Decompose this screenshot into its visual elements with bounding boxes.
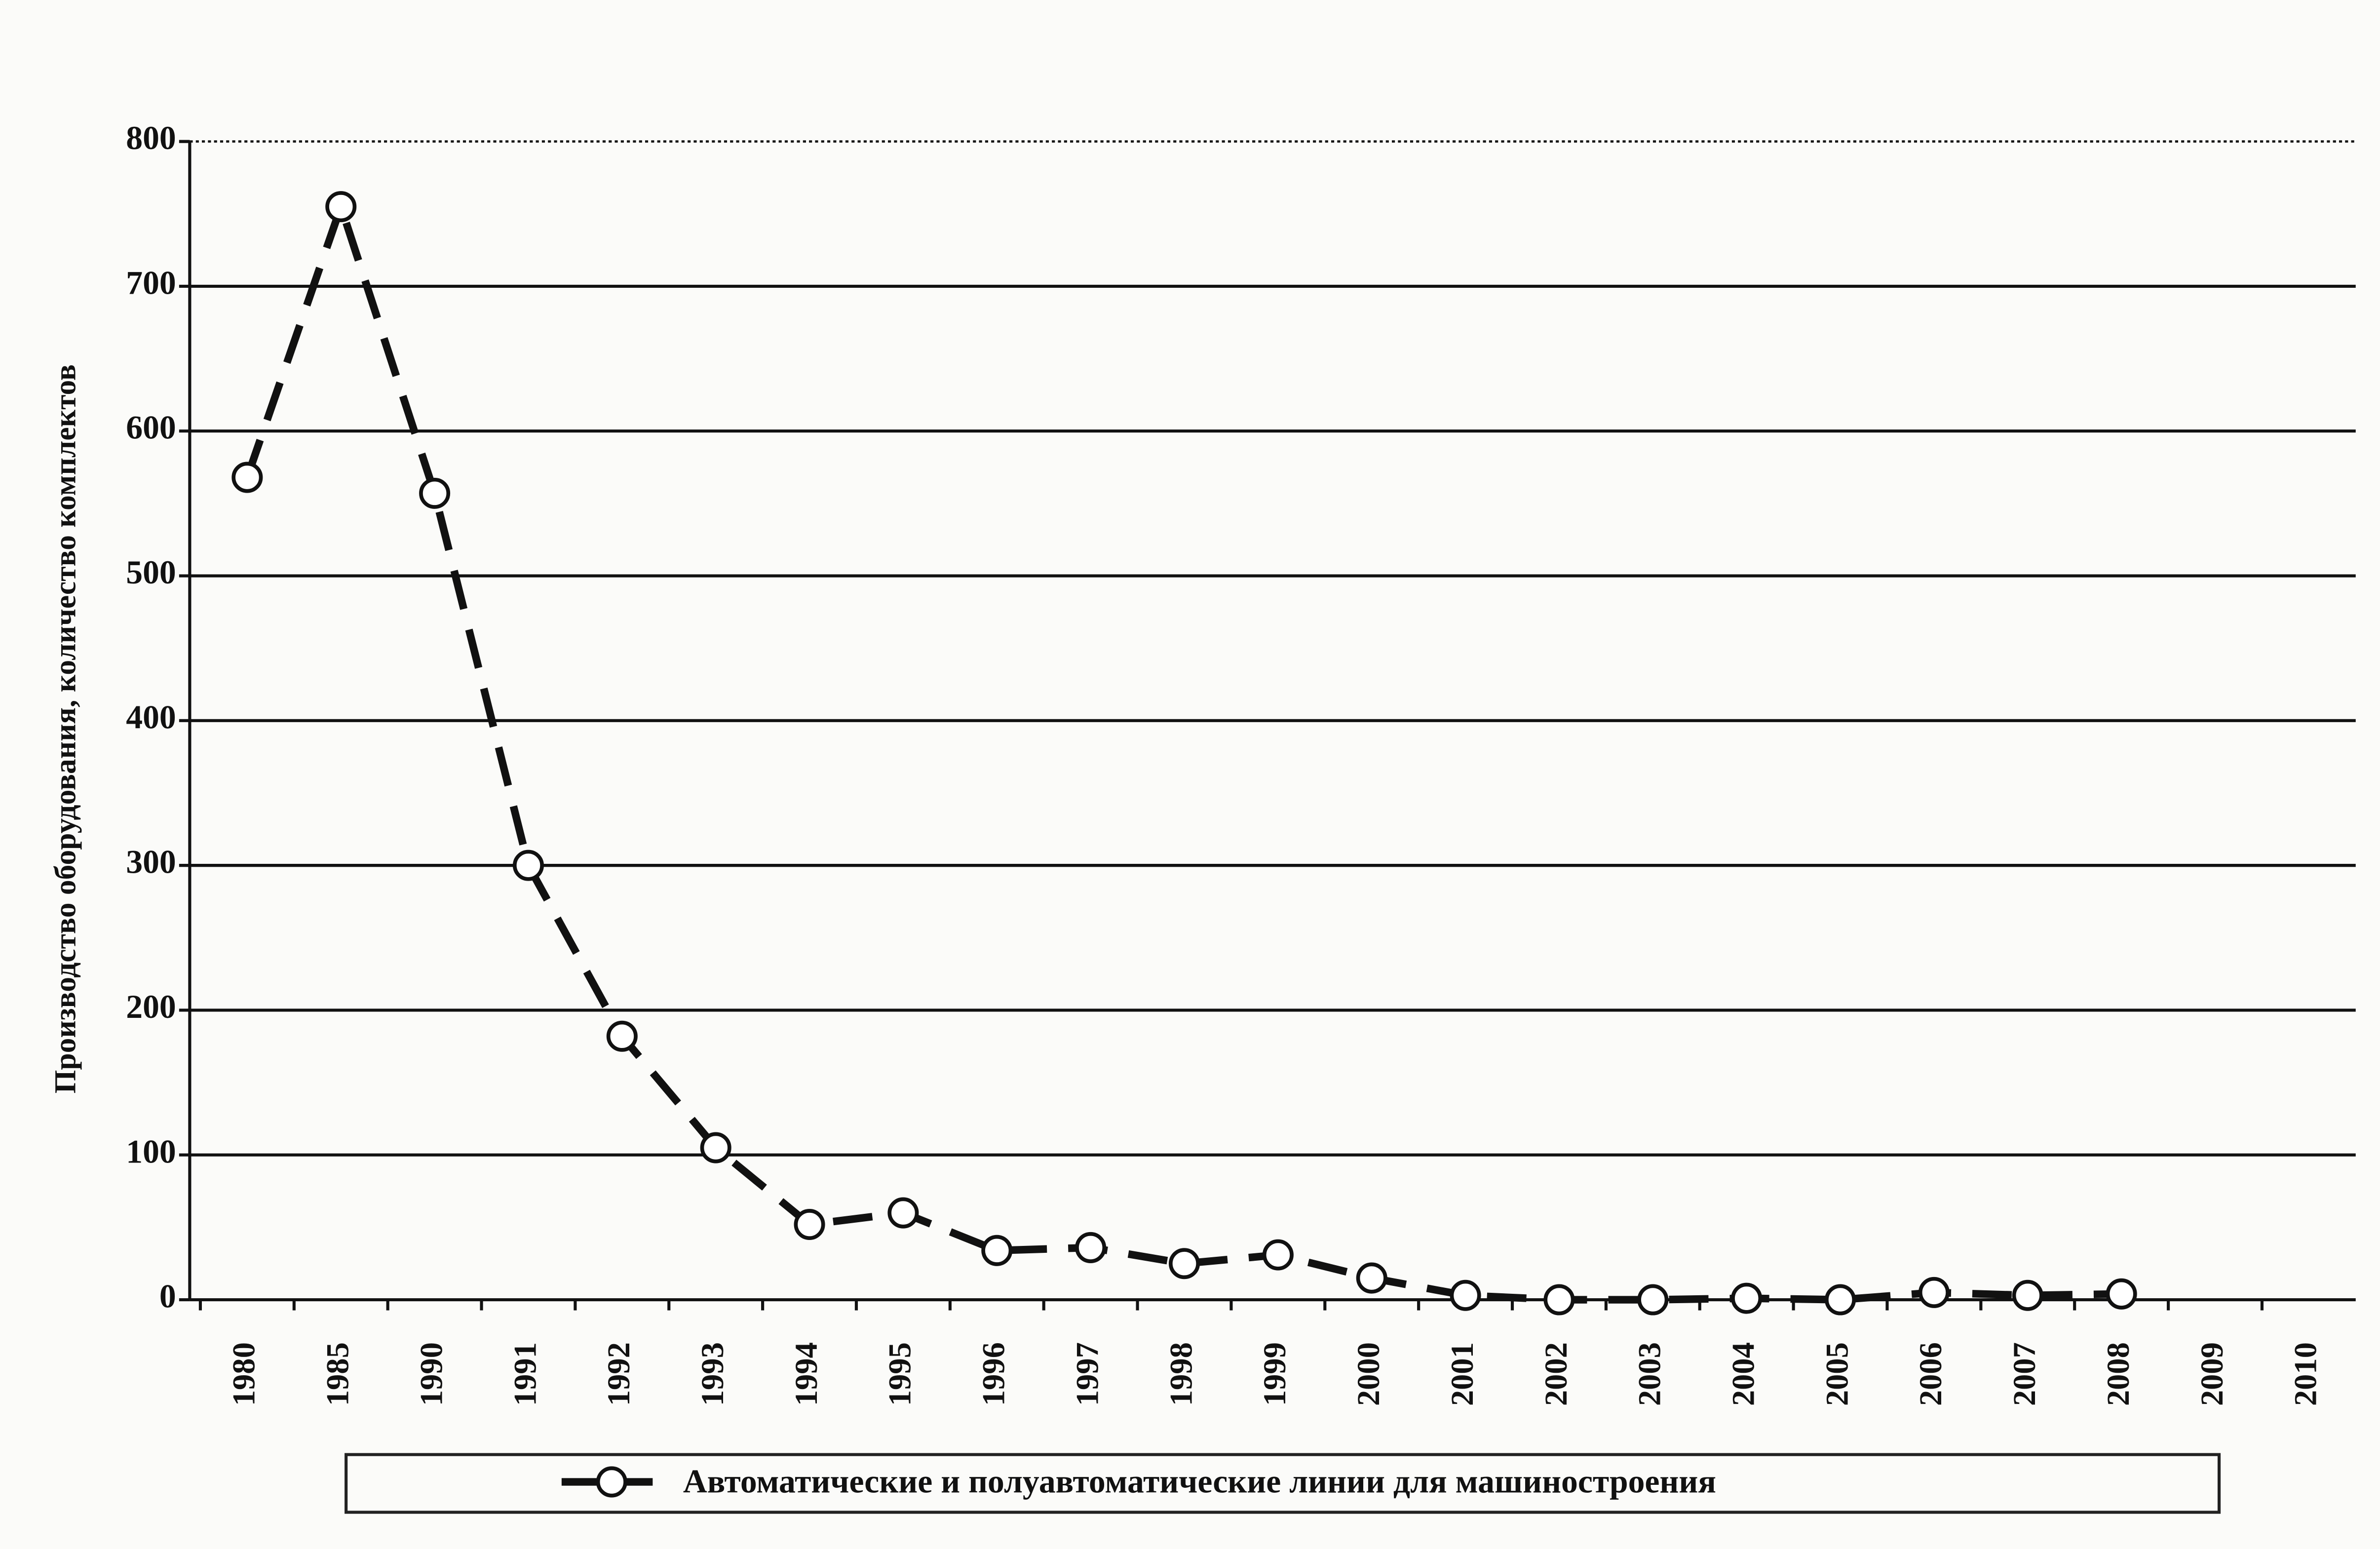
x-tick-label: 1985	[320, 1342, 355, 1406]
x-tick-label: 2006	[1913, 1342, 1948, 1406]
data-point	[1637, 1284, 1669, 1316]
y-tick-label: 700	[126, 264, 176, 301]
x-tick-label: 2003	[1632, 1342, 1667, 1406]
data-point	[512, 850, 544, 881]
x-tick-label: 2009	[2194, 1342, 2229, 1406]
y-tick-label: 200	[126, 988, 176, 1025]
x-tick-label: 1990	[413, 1342, 449, 1406]
x-tick-label: 2004	[1726, 1342, 1761, 1406]
data-point	[981, 1235, 1013, 1266]
legend-label: Автоматические и полуавтоматические лини…	[683, 1463, 1716, 1500]
legend-box	[345, 1453, 2221, 1514]
x-tick-label: 2001	[1444, 1342, 1480, 1406]
y-tick-label: 100	[126, 1133, 176, 1170]
data-point	[700, 1132, 731, 1163]
series-line	[243, 194, 2122, 1304]
y-tick-label: 0	[159, 1278, 176, 1315]
data-point	[1918, 1277, 1950, 1308]
x-tick-label: 1991	[507, 1342, 542, 1406]
data-point	[1262, 1239, 1294, 1271]
data-point	[1356, 1262, 1387, 1294]
x-tick-label: 2000	[1350, 1342, 1386, 1406]
data-point	[606, 1020, 638, 1052]
y-tick-label: 500	[126, 554, 176, 591]
data-point	[1450, 1279, 1481, 1311]
x-tick-label: 2010	[2288, 1342, 2323, 1406]
y-tick-label: 600	[126, 409, 176, 446]
data-point	[887, 1197, 919, 1229]
x-tick-label: 1996	[976, 1342, 1011, 1406]
data-point	[1075, 1232, 1107, 1263]
data-point	[1731, 1282, 1763, 1314]
y-axis-label: Производство оборудования, количество ко…	[48, 364, 82, 1093]
x-tick-label: 1992	[601, 1342, 636, 1406]
legend-marker	[596, 1466, 627, 1498]
data-point	[1543, 1284, 1575, 1316]
x-tick-label: 1995	[882, 1342, 918, 1406]
y-tick-label: 800	[126, 119, 176, 156]
x-tick-label: 2002	[1538, 1342, 1574, 1406]
x-tick-label: 1998	[1163, 1342, 1198, 1406]
data-point	[2012, 1279, 2043, 1311]
x-tick-label: 2008	[2100, 1342, 2136, 1406]
data-point	[325, 191, 357, 223]
x-tick-label: 1994	[788, 1342, 824, 1406]
data-point	[1825, 1284, 1856, 1316]
data-point	[2106, 1278, 2137, 1310]
y-tick-label: 400	[126, 698, 176, 736]
y-tick-label: 300	[126, 844, 176, 881]
x-tick-label: 1997	[1069, 1342, 1105, 1406]
data-point	[794, 1208, 825, 1240]
x-tick-label: 1993	[694, 1342, 730, 1406]
data-point	[231, 462, 263, 493]
x-tick-label: 2007	[2006, 1342, 2042, 1406]
x-tick-label: 1999	[1257, 1342, 1292, 1406]
x-tick-label: 2005	[1819, 1342, 1854, 1406]
data-point	[1168, 1248, 1200, 1279]
x-tick-label: 1980	[226, 1342, 262, 1406]
data-point	[419, 477, 451, 509]
